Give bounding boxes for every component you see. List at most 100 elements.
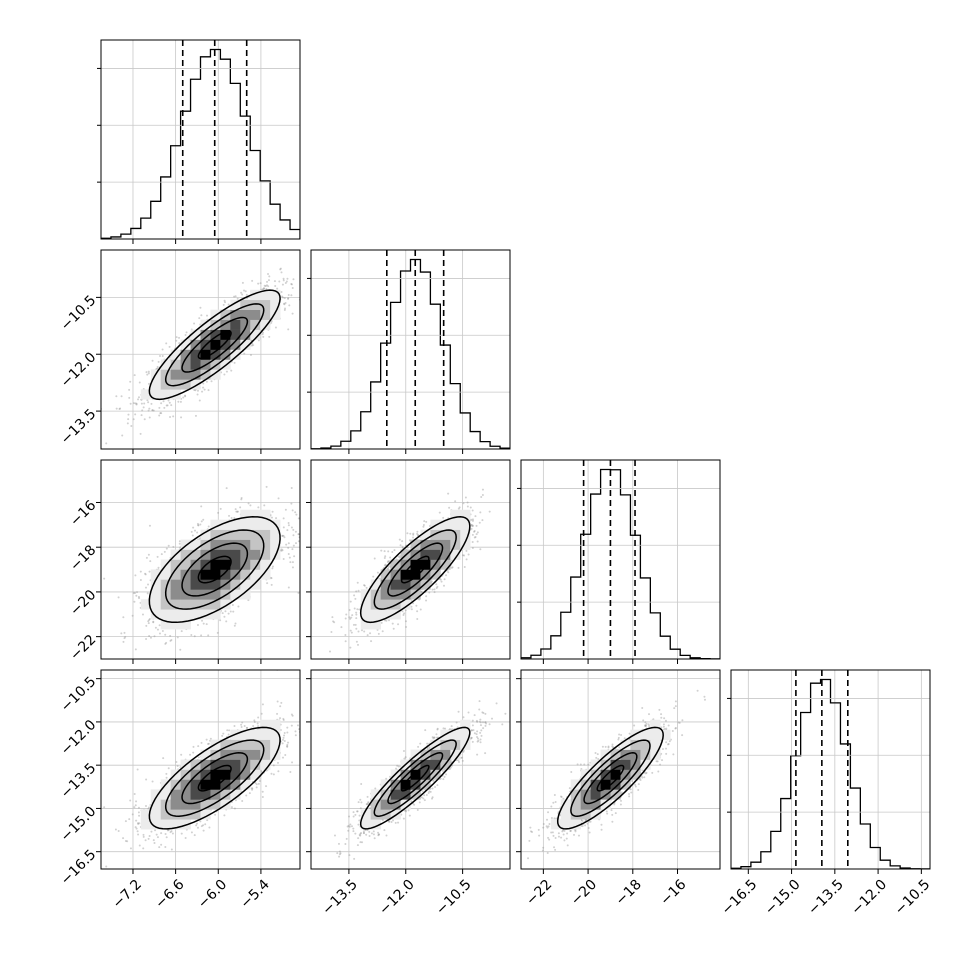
scatter-point [664,719,667,722]
density-cell [220,599,231,610]
density-cell [270,289,281,301]
density-cell [180,619,191,630]
scatter-point [147,372,150,375]
scatter-point [416,610,419,613]
scatter-point [428,747,431,750]
x-tick-label: −12.0 [848,877,890,919]
scatter-point [397,623,400,626]
density-cell [150,579,161,590]
scatter-point [160,843,163,846]
scatter-point [156,555,159,558]
scatter-point [433,588,436,591]
scatter-point [234,508,237,511]
scatter-point [196,826,199,829]
scatter-point [546,852,549,855]
scatter-point [240,498,243,501]
density-cell [440,539,451,550]
density-cell [260,529,271,540]
scatter-point [378,833,381,836]
scatter-point [132,418,135,421]
scatter-point [644,724,647,727]
scatter-point [572,833,575,836]
x-tick-label: −6.0 [195,877,230,912]
density-cell [270,729,281,740]
scatter-point [272,764,275,767]
density-cell [210,529,221,540]
scatter-point [476,531,479,534]
scatter-point [448,728,451,731]
scatter-point [206,819,209,822]
density-cell [440,739,451,750]
scatter-point [550,831,553,834]
density-cell [250,559,261,570]
scatter-point [462,716,465,719]
density-cell [220,789,231,800]
scatter-point [243,289,246,292]
scatter-point [193,322,196,325]
scatter-point [249,353,252,356]
scatter-point [198,317,201,320]
panel-3-2: −22 −20 −18 −16 [516,669,721,909]
histogram-3 [731,678,930,869]
scatter-point [234,799,237,802]
scatter-point [665,741,668,744]
density-cell [170,789,181,800]
density-cell [630,769,641,780]
density-cell [180,349,191,360]
density-cell [230,339,241,350]
scatter-point [306,533,308,535]
scatter-point [350,616,353,619]
scatter-point [291,548,294,551]
scatter-point [466,505,469,508]
density-cell [270,719,281,730]
scatter-point [381,819,384,822]
contour-2 [164,529,265,610]
scatter-point [287,586,290,589]
scatter-point [261,796,264,799]
scatter-point [406,546,409,549]
scatter-point [257,725,260,728]
density-cell [160,369,171,380]
scatter-point [481,493,484,496]
scatter-point [660,713,663,716]
scatter-point [481,711,484,714]
scatter-point [286,731,289,734]
scatter-point [476,540,479,543]
scatter-point [644,721,647,724]
density-cell [190,539,201,550]
scatter-point [234,295,237,298]
scatter-point [225,370,228,373]
scatter-point [395,767,398,770]
scatter-point [370,832,373,835]
density-cell [220,529,231,540]
scatter-point [660,752,663,755]
x-tick-label: −13.5 [319,877,361,919]
scatter-point [473,732,476,735]
scatter-point [161,355,164,358]
scatter-point [354,623,357,626]
scatter-point [383,557,386,560]
density-cell [230,519,241,530]
scatter-point [408,539,411,542]
scatter-point [359,798,362,801]
scatter-point [304,709,306,711]
scatter-point [583,763,586,766]
scatter-point [348,854,351,857]
scatter-point [333,834,336,837]
scatter-point [137,811,140,814]
density-cell [180,369,191,380]
scatter-point [512,490,514,492]
density-cell [170,359,181,370]
scatter-point [430,582,433,585]
scatter-point [470,524,473,527]
panel-0-0 [97,39,301,244]
density-cell [220,349,231,360]
scatter-point [398,538,401,541]
scatter-point [277,761,280,764]
scatter-point [144,572,147,575]
scatter-point [239,506,242,509]
scatter-point [347,824,350,827]
scatter-point [531,830,534,833]
scatter-point [252,344,255,347]
scatter-point [674,700,677,703]
